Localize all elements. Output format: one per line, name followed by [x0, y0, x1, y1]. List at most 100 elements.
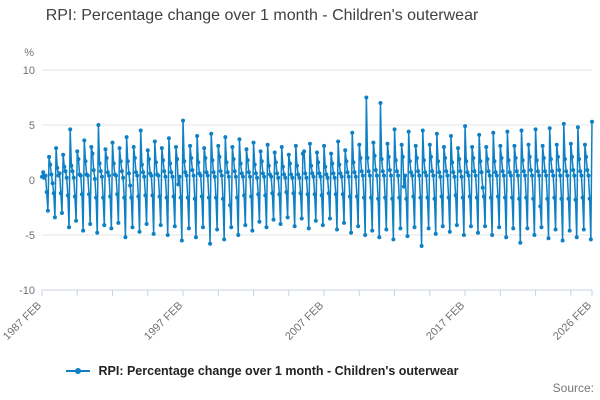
data-point-marker[interactable] [526, 142, 531, 147]
data-point-marker[interactable] [75, 149, 80, 154]
data-point-marker[interactable] [245, 158, 250, 163]
data-point-marker[interactable] [123, 235, 128, 240]
data-point-marker[interactable] [165, 233, 170, 237]
data-point-marker[interactable] [327, 216, 332, 221]
data-point-marker[interactable] [364, 95, 369, 100]
data-point-marker[interactable] [102, 223, 107, 228]
data-point-marker[interactable] [477, 132, 482, 137]
data-point-marker[interactable] [215, 227, 220, 232]
data-point-marker[interactable] [512, 143, 517, 148]
data-point-marker[interactable] [310, 171, 315, 176]
data-point-marker[interactable] [581, 227, 586, 232]
data-point-marker[interactable] [431, 173, 436, 178]
data-point-marker[interactable] [559, 196, 564, 201]
data-point-marker[interactable] [416, 169, 421, 174]
data-point-marker[interactable] [503, 195, 508, 200]
data-point-marker[interactable] [122, 195, 127, 200]
data-point-marker[interactable] [278, 222, 283, 226]
data-point-marker[interactable] [94, 195, 99, 200]
data-point-marker[interactable] [574, 235, 579, 240]
data-point-marker[interactable] [578, 169, 583, 174]
data-point-marker[interactable] [252, 162, 257, 167]
data-point-marker[interactable] [374, 173, 379, 178]
data-point-marker[interactable] [584, 154, 589, 159]
data-point-marker[interactable] [485, 157, 490, 162]
data-point-marker[interactable] [544, 173, 549, 178]
data-point-marker[interactable] [319, 193, 324, 198]
data-point-marker[interactable] [337, 162, 342, 167]
data-point-marker[interactable] [191, 173, 196, 178]
data-point-marker[interactable] [85, 173, 90, 178]
data-point-marker[interactable] [256, 192, 261, 197]
data-point-marker[interactable] [405, 234, 410, 239]
data-point-marker[interactable] [260, 171, 265, 176]
data-point-marker[interactable] [486, 169, 491, 174]
data-point-marker[interactable] [514, 169, 519, 174]
data-point-marker[interactable] [230, 145, 235, 149]
data-point-marker[interactable] [414, 156, 419, 160]
data-point-marker[interactable] [62, 164, 67, 169]
data-point-marker[interactable] [311, 174, 316, 179]
data-point-marker[interactable] [125, 159, 130, 164]
data-point-marker[interactable] [351, 160, 356, 165]
data-point-marker[interactable] [284, 190, 289, 195]
data-point-marker[interactable] [132, 156, 137, 160]
data-point-marker[interactable] [500, 169, 505, 174]
data-point-marker[interactable] [318, 174, 323, 179]
data-point-marker[interactable] [116, 220, 121, 225]
data-point-marker[interactable] [437, 170, 442, 175]
data-point-marker[interactable] [533, 127, 538, 132]
data-point-marker[interactable] [567, 228, 572, 233]
data-point-marker[interactable] [282, 172, 287, 177]
data-point-marker[interactable] [184, 173, 189, 178]
data-point-marker[interactable] [458, 169, 463, 174]
data-point-marker[interactable] [204, 170, 209, 175]
data-point-marker[interactable] [424, 173, 429, 178]
data-point-marker[interactable] [471, 156, 476, 160]
data-point-marker[interactable] [323, 164, 328, 169]
data-point-marker[interactable] [295, 163, 300, 168]
data-point-marker[interactable] [504, 235, 509, 240]
data-point-marker[interactable] [151, 231, 156, 236]
data-point-marker[interactable] [202, 146, 207, 151]
data-point-marker[interactable] [108, 194, 113, 199]
data-point-marker[interactable] [344, 159, 349, 164]
data-point-marker[interactable] [106, 173, 111, 178]
data-point-marker[interactable] [145, 148, 150, 153]
data-point-marker[interactable] [138, 128, 143, 133]
data-point-marker[interactable] [246, 170, 251, 175]
data-point-marker[interactable] [540, 143, 545, 148]
data-point-marker[interactable] [447, 229, 452, 234]
data-point-marker[interactable] [340, 192, 345, 197]
data-point-marker[interactable] [170, 174, 175, 179]
data-point-marker[interactable] [358, 156, 363, 160]
data-point-marker[interactable] [137, 229, 142, 234]
data-point-marker[interactable] [71, 175, 76, 180]
data-point-marker[interactable] [182, 159, 187, 164]
data-point-marker[interactable] [463, 124, 468, 129]
data-point-marker[interactable] [201, 225, 206, 230]
data-point-marker[interactable] [438, 174, 443, 179]
data-point-marker[interactable] [470, 145, 475, 149]
data-point-marker[interactable] [523, 173, 528, 178]
data-point-marker[interactable] [233, 174, 238, 179]
data-point-marker[interactable] [130, 225, 135, 230]
data-point-marker[interactable] [379, 157, 384, 162]
data-point-marker[interactable] [397, 195, 402, 200]
data-point-marker[interactable] [51, 191, 56, 196]
data-point-marker[interactable] [173, 145, 178, 149]
data-point-marker[interactable] [309, 163, 314, 168]
chart-plot-area[interactable]: 10 5 0 -5 -10 1987 FEB 1997 FEB 2007 FEB 2017 FE… [0, 0, 600, 352]
data-point-marker[interactable] [231, 157, 236, 162]
data-point-marker[interactable] [550, 169, 555, 174]
data-point-marker[interactable] [360, 173, 365, 178]
data-point-marker[interactable] [560, 238, 565, 243]
data-point-marker[interactable] [586, 173, 591, 178]
data-point-marker[interactable] [263, 193, 268, 198]
data-point-marker[interactable] [54, 146, 59, 151]
data-point-marker[interactable] [218, 169, 223, 174]
data-point-marker[interactable] [244, 147, 249, 152]
data-point-marker[interactable] [377, 235, 382, 240]
data-point-marker[interactable] [313, 218, 318, 223]
data-point-marker[interactable] [461, 233, 466, 237]
